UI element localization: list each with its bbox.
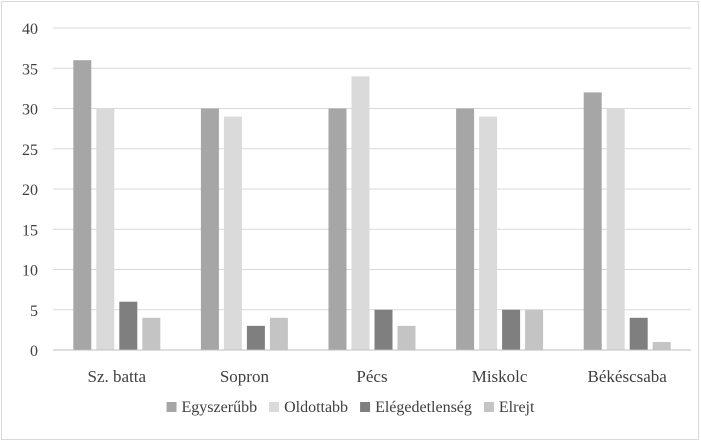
- bar-Elrejt-Miskolc: [525, 309, 544, 350]
- bar-Egyszerűbb-Sopron: [200, 108, 219, 350]
- legend-swatch: [360, 402, 371, 412]
- legend-label: Elrejt: [499, 399, 535, 416]
- legend-swatch: [269, 402, 280, 412]
- legend-item: Oldottabb: [269, 399, 348, 416]
- bar-Oldottabb-Sopron: [223, 116, 242, 350]
- x-category-label: Miskolc: [472, 367, 528, 386]
- bar-Egyszerűbb-Pécs: [328, 108, 347, 350]
- y-tick-label: 40: [22, 21, 38, 38]
- bar-Elégedetlenség-Békéscsaba: [629, 317, 648, 350]
- bar-Egyszerűbb-Sz. batta: [73, 60, 92, 350]
- y-tick-label: 15: [22, 222, 38, 239]
- legend-item: Elégedetlenség: [360, 399, 472, 416]
- legend-item: Elrejt: [483, 399, 535, 416]
- legend-swatch: [166, 402, 177, 412]
- bar-Elrejt-Békéscsaba: [652, 341, 671, 350]
- bar-Oldottabb-Miskolc: [479, 116, 498, 350]
- legend-swatch: [483, 402, 494, 412]
- legend: Egyszerűbb Oldottabb Elégedetlenség Elrejt: [166, 399, 535, 416]
- bar-Egyszerűbb-Békéscsaba: [583, 92, 602, 351]
- legend-label: Egyszerűbb: [182, 399, 258, 416]
- y-tick-label: 35: [22, 61, 38, 78]
- y-tick-label: 0: [30, 343, 38, 360]
- x-category-label: Sopron: [220, 367, 270, 386]
- bar-Elrejt-Pécs: [397, 325, 416, 350]
- x-category-label: Pécs: [356, 367, 387, 386]
- bar-Elrejt-Sopron: [269, 317, 288, 350]
- bar-Elégedetlenség-Sopron: [246, 325, 265, 350]
- bars: [73, 60, 671, 351]
- legend-label: Oldottabb: [284, 399, 348, 416]
- bar-Egyszerűbb-Miskolc: [456, 108, 475, 350]
- legend-label: Elégedetlenség: [375, 399, 472, 416]
- y-axis-ticks: 0 5 10 15 20 25 30 35 40: [22, 21, 38, 360]
- bar-Elégedetlenség-Pécs: [374, 309, 393, 350]
- bar-Oldottabb-Pécs: [351, 76, 370, 351]
- y-tick-label: 30: [22, 102, 38, 119]
- x-category-label: Békéscsaba: [588, 367, 668, 386]
- y-tick-label: 10: [22, 263, 38, 280]
- bar-Elrejt-Sz. batta: [142, 317, 161, 350]
- bar-Oldottabb-Békéscsaba: [606, 108, 625, 350]
- y-tick-label: 5: [30, 303, 38, 320]
- bar-Oldottabb-Sz. batta: [96, 108, 115, 350]
- x-axis-categories: Sz. batta Sopron Pécs Miskolc Békéscsaba: [88, 367, 668, 386]
- legend-item: Egyszerűbb: [166, 399, 258, 416]
- y-tick-label: 20: [22, 182, 38, 199]
- bar-Elégedetlenség-Sz. batta: [119, 301, 138, 350]
- bar-Elégedetlenség-Miskolc: [502, 309, 521, 350]
- y-tick-label: 25: [22, 142, 38, 159]
- x-category-label: Sz. batta: [88, 367, 147, 386]
